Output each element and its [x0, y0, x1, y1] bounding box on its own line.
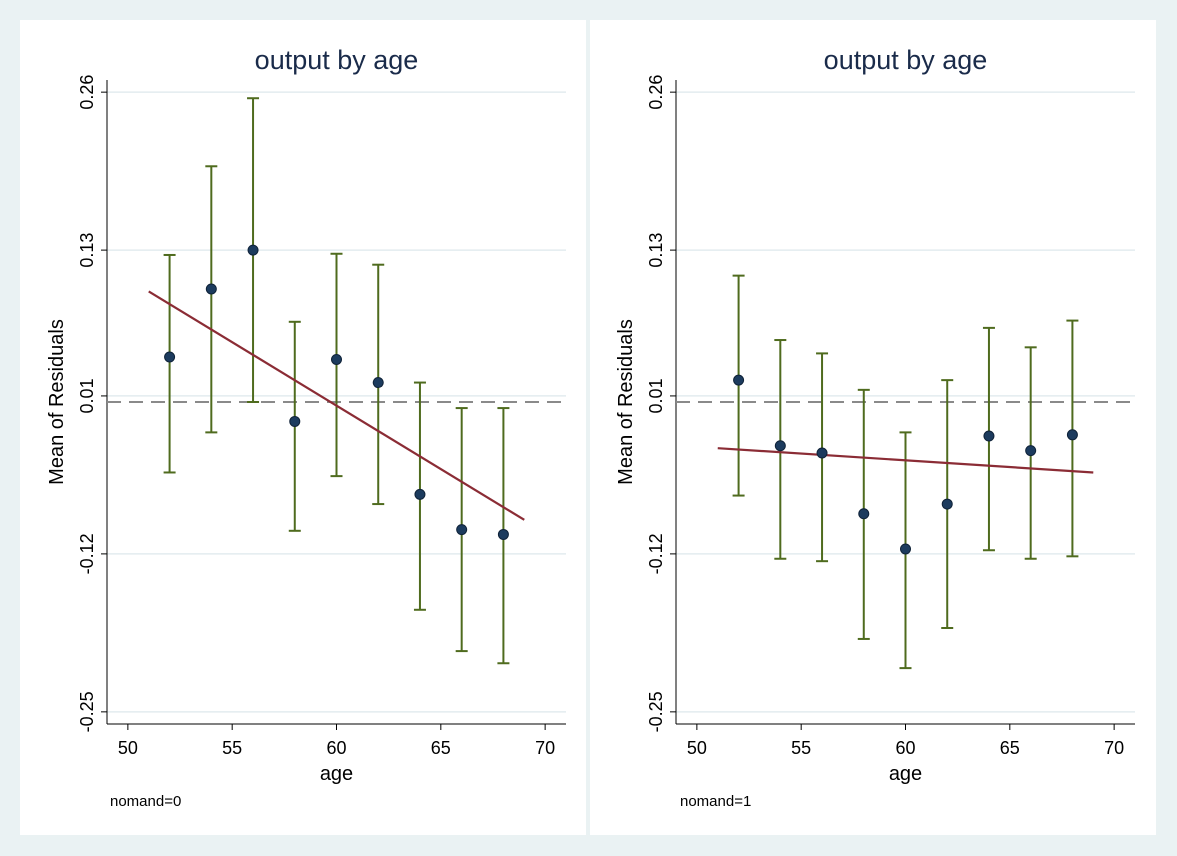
data-point — [733, 374, 745, 386]
panel-note: nomand=0 — [110, 793, 181, 810]
fit-line — [717, 447, 1094, 474]
data-point — [816, 447, 828, 459]
y-tick-label: 0.26 — [646, 75, 666, 110]
x-tick-label: 60 — [326, 738, 346, 758]
data-point — [774, 440, 786, 452]
chart-title: output by age — [824, 45, 988, 75]
x-axis-label: age — [889, 763, 922, 785]
data-point — [164, 351, 176, 363]
y-tick-label: -0.12 — [77, 533, 97, 574]
y-axis-label: Mean of Residuals — [615, 319, 637, 485]
data-point — [247, 244, 259, 256]
panel-note: nomand=1 — [680, 793, 751, 810]
data-point — [289, 415, 301, 427]
fit-line — [148, 290, 525, 521]
y-tick-label: 0.01 — [646, 378, 666, 413]
y-axis-label: Mean of Residuals — [46, 319, 68, 485]
panel-nomand-1: -0.25 -0.12 0.01 0.13 0.26 50 55 60 65 70 output b… — [590, 20, 1156, 835]
x-axis-label: age — [320, 763, 353, 785]
chart-title: output by age — [255, 45, 419, 75]
data-point — [983, 430, 995, 442]
error-bar — [205, 165, 218, 434]
y-tick-label: 0.26 — [77, 75, 97, 110]
data-point — [858, 508, 870, 520]
data-point — [1025, 445, 1037, 457]
x-tick-label: 65 — [1000, 738, 1020, 758]
data-point — [941, 498, 953, 510]
data-point — [331, 353, 342, 365]
y-tick-label: 0.13 — [646, 233, 666, 268]
x-tick-label: 70 — [1104, 738, 1124, 758]
data-point — [497, 528, 509, 540]
x-tick-label: 55 — [222, 738, 242, 758]
y-tick-label: 0.13 — [77, 233, 97, 268]
data-point — [1066, 429, 1078, 441]
y-tick-label: -0.12 — [646, 533, 666, 574]
x-tick-label: 55 — [791, 738, 811, 758]
data-point — [414, 488, 426, 500]
y-tick-label: -0.25 — [77, 691, 97, 732]
x-tick-label: 70 — [535, 738, 555, 758]
x-tick-label: 65 — [431, 738, 451, 758]
x-tick-label: 50 — [687, 738, 707, 758]
y-tick-label: 0.01 — [77, 378, 97, 413]
data-point — [456, 524, 468, 536]
y-tick-label: -0.25 — [646, 691, 666, 732]
error-bar — [163, 253, 176, 474]
x-tick-label: 60 — [895, 738, 915, 758]
data-point — [372, 377, 384, 389]
panel-background — [20, 20, 586, 835]
panel-nomand-0: -0.25 -0.12 0.01 0.13 0.26 50 55 60 65 70 output b… — [20, 20, 586, 835]
x-tick-label: 50 — [118, 738, 138, 758]
panel-background — [590, 20, 1156, 835]
data-point — [205, 283, 217, 295]
data-point — [900, 543, 911, 555]
